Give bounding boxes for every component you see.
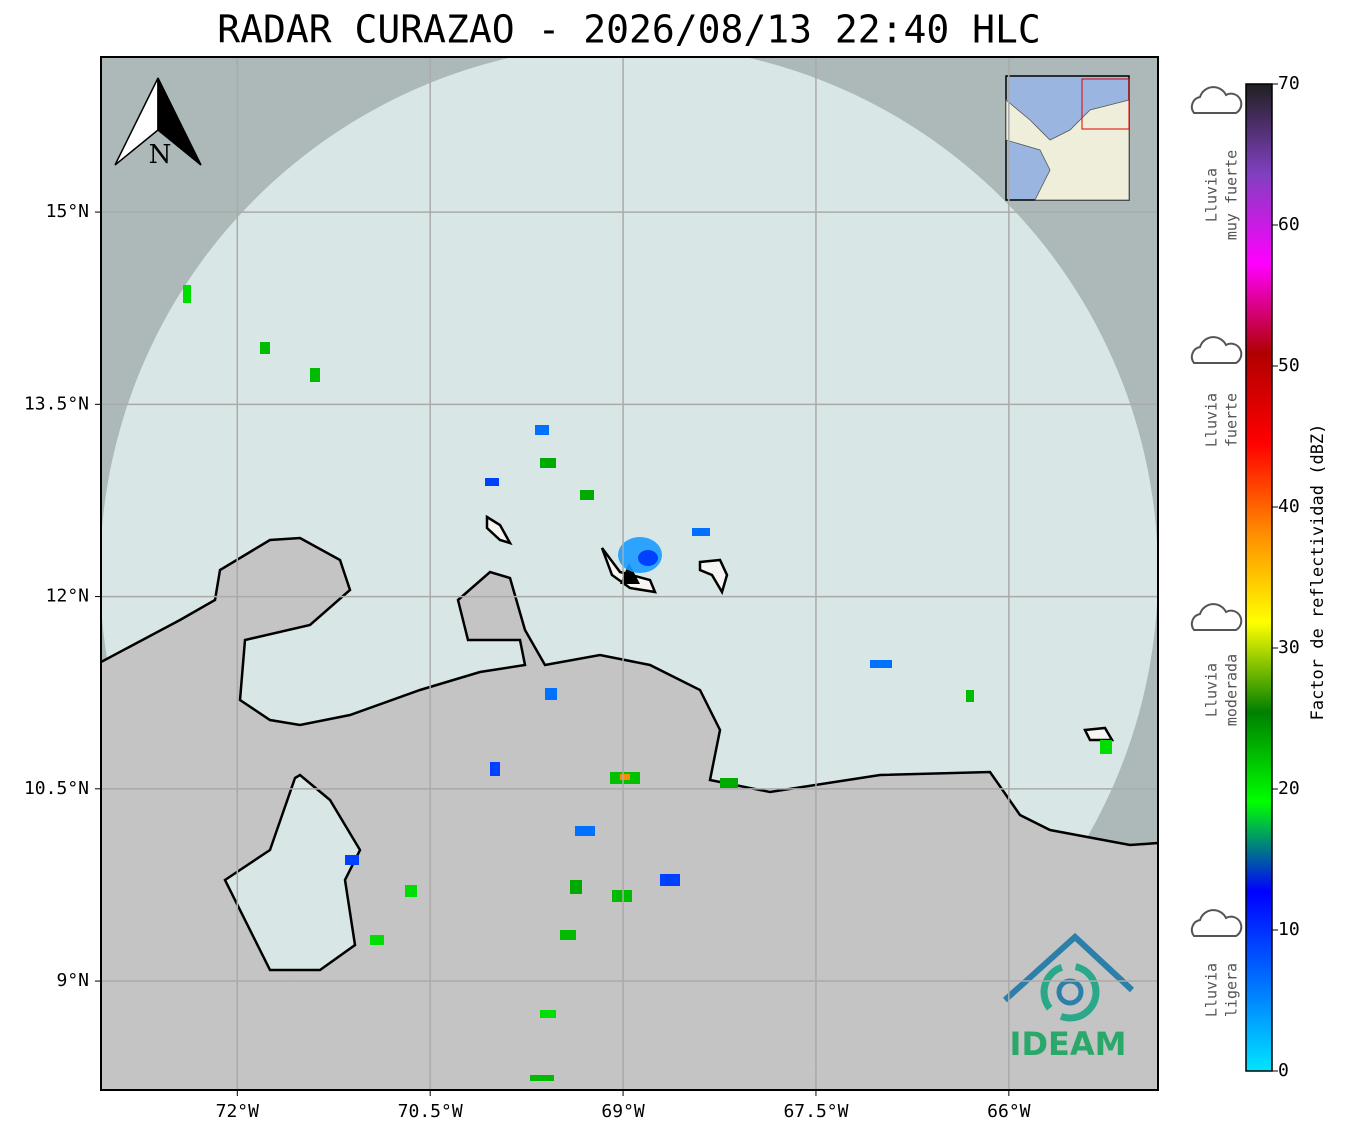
aruba (485, 514, 513, 546)
colorbar-label: Factor de reflectividad (dBZ) (1308, 424, 1328, 721)
north-arrow (114, 77, 202, 166)
north-label: N (149, 140, 172, 170)
echoes (183, 285, 1112, 1081)
legend-label: Lluvia (1203, 963, 1221, 1017)
legend-label: muy fuerte (1223, 150, 1241, 240)
legend-label: Lluvia (1203, 663, 1221, 717)
weather-icon (1190, 909, 1243, 937)
weather-icon (1190, 336, 1243, 364)
colorbar-tick-label: 0 (1278, 1060, 1289, 1081)
legend-label: Lluvia (1203, 168, 1221, 222)
x-tick-label: 66°W (987, 1101, 1031, 1122)
logo-text: IDEAM (1010, 1025, 1127, 1063)
x-tick-label: 72°W (216, 1101, 260, 1122)
lake-maracaibo (223, 773, 362, 972)
x-tick-label: 69°W (601, 1101, 645, 1122)
colorbar-tick-label: 50 (1278, 355, 1300, 376)
legend-label: moderada (1223, 654, 1241, 726)
y-tick-label: 9°N (56, 970, 89, 991)
title: RADAR CURAZAO - 2026/08/13 22:40 HLC (217, 8, 1041, 52)
y-tick-label: 13.5°N (24, 393, 89, 414)
y-tick-label: 10.5°N (24, 778, 89, 799)
colorbar-tick-label: 60 (1278, 214, 1300, 235)
y-tick-label: 15°N (46, 201, 89, 222)
legend-label: Lluvia (1203, 393, 1221, 447)
colorbar-tick-label: 70 (1278, 73, 1300, 94)
weather-icon (1190, 603, 1243, 631)
y-tick-label: 12°N (46, 586, 89, 607)
weather-icon (1190, 86, 1243, 114)
bonaire (698, 558, 729, 596)
colorbar-tick-label: 40 (1278, 496, 1300, 517)
legend-label: fuerte (1223, 393, 1241, 447)
x-tick-label: 67.5°W (783, 1101, 848, 1122)
map-frame (100, 56, 1159, 1091)
colorbar-tick-label: 10 (1278, 919, 1300, 940)
radar-site (620, 563, 640, 584)
curacao (600, 547, 658, 594)
colorbar-tick-label: 20 (1278, 778, 1300, 799)
colorbar-tick-label: 30 (1278, 637, 1300, 658)
colorbar (1245, 83, 1273, 1072)
x-tick-label: 70.5°W (398, 1101, 463, 1122)
map: N IDEAM (101, 57, 1158, 1090)
inset-map (1005, 75, 1130, 201)
legend-label: ligera (1223, 963, 1241, 1017)
